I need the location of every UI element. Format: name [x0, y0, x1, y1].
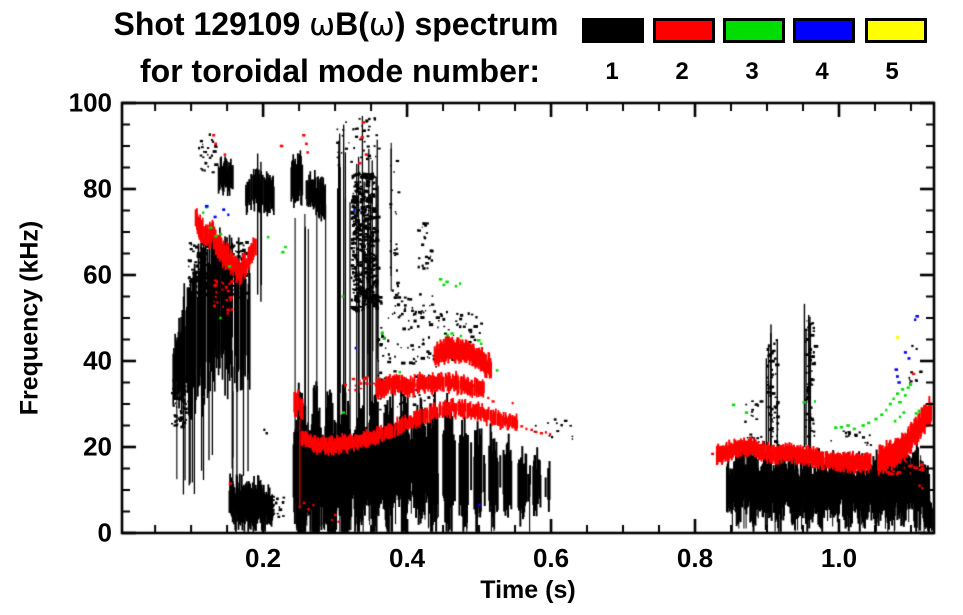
y-axis-label: Frequency (kHz) [15, 220, 44, 416]
legend-label-n5: 5 [885, 58, 899, 85]
y-tick-label-0: 0 [97, 517, 112, 548]
omega-symbol-2: ω [368, 7, 395, 43]
legend-swatch-n5 [865, 18, 927, 43]
y-tick-label-20: 20 [83, 431, 112, 462]
y-tick-label-80: 80 [83, 173, 112, 204]
y-tick-label-100: 100 [68, 87, 112, 118]
x-tick-label-0.2: 0.2 [245, 543, 282, 573]
legend-label-n4: 4 [815, 58, 829, 85]
y-tick-label-60: 60 [83, 259, 112, 290]
x-tick-label-0.6: 0.6 [532, 543, 570, 573]
x-tick-label-0.8: 0.8 [676, 543, 714, 573]
title-text-b: B( [335, 6, 369, 42]
legend-swatch-n4 [793, 18, 855, 43]
page-title: Shot 129109 ωB(ω) spectrum [113, 6, 558, 43]
x-tick-label-1.0: 1.0 [820, 543, 858, 573]
chart-subtitle: for toroidal mode number: [140, 53, 540, 89]
legend-label-n2: 2 [675, 58, 689, 85]
legend-label-n3: 3 [745, 58, 759, 85]
y-tick-label-40: 40 [83, 345, 112, 376]
legend-swatch-n1 [582, 18, 644, 43]
title-text: Shot 129109 [113, 6, 310, 42]
title-text-c: ) spectrum [394, 6, 559, 42]
legend-swatch-n3 [723, 18, 785, 43]
x-tick-label-0.4: 0.4 [388, 543, 426, 573]
omega-symbol: ω [309, 7, 336, 43]
x-axis-label: Time (s) [480, 576, 576, 604]
legend-label-n1: 1 [605, 58, 619, 85]
legend-swatch-n2 [653, 18, 715, 43]
